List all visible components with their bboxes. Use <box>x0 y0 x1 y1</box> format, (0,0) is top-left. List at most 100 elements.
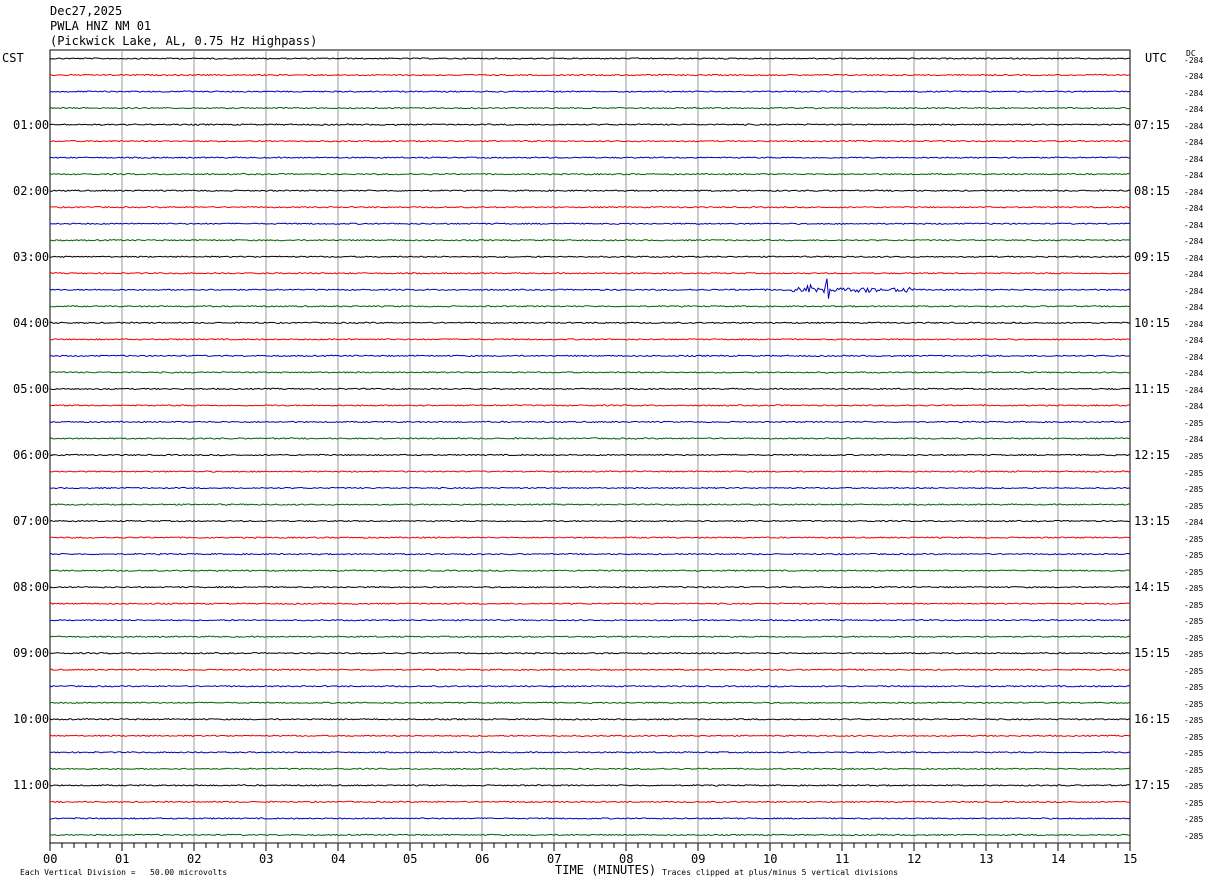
dc-offset-label: -285 <box>1184 831 1204 841</box>
x-tick-label: 04 <box>331 852 346 866</box>
dc-offset-label: -285 <box>1184 650 1204 660</box>
right-hour-label: 08:15 <box>1134 183 1171 198</box>
dc-offset-label: -285 <box>1184 418 1204 428</box>
seismic-trace <box>49 635 1131 639</box>
seismic-trace <box>49 734 1131 738</box>
x-tick-label: 05 <box>403 852 418 866</box>
dc-offset-label: -284 <box>1184 171 1204 181</box>
seismic-trace <box>49 585 1131 589</box>
seismic-trace <box>49 817 1131 820</box>
left-hour-label: 10:00 <box>13 712 50 727</box>
dc-offset-label: -284 <box>1184 402 1204 412</box>
dc-offset-label: -285 <box>1184 732 1204 742</box>
x-tick-label: 13 <box>979 852 994 866</box>
dc-offset-label: -285 <box>1184 683 1204 693</box>
seismic-trace <box>49 751 1131 754</box>
seismic-trace <box>49 222 1131 225</box>
right-hour-label: 12:15 <box>1134 447 1171 462</box>
seismic-trace <box>49 404 1130 407</box>
right-hour-label: 10:15 <box>1134 315 1171 330</box>
seismic-trace <box>49 800 1131 804</box>
seismic-trace <box>49 602 1131 605</box>
dc-offset-label: -285 <box>1184 485 1204 495</box>
seismic-trace <box>49 552 1131 556</box>
dc-offset-label: -285 <box>1184 716 1204 726</box>
x-axis-title: TIME (MINUTES) <box>555 863 657 877</box>
dc-offset-label: -284 <box>1184 204 1204 214</box>
right-hour-label: 14:15 <box>1134 580 1171 595</box>
seismic-trace <box>49 156 1131 159</box>
right-hour-label: 11:15 <box>1134 381 1171 396</box>
dc-offset-label: -285 <box>1184 633 1204 643</box>
dc-offset-label: -285 <box>1184 584 1204 594</box>
seismic-trace <box>49 668 1130 672</box>
dc-offset-label: -284 <box>1184 253 1204 263</box>
dc-offset-label: -284 <box>1184 518 1204 528</box>
seismic-trace <box>49 371 1131 374</box>
right-hour-label: 15:15 <box>1134 646 1171 661</box>
seismic-trace <box>49 684 1131 688</box>
dc-offset-label: -285 <box>1184 699 1204 709</box>
seismic-trace <box>49 470 1131 473</box>
x-tick-label: 00 <box>43 852 58 866</box>
seismic-trace <box>49 453 1131 457</box>
scale-note: Each Vertical Division = 50.00 microvolt… <box>20 868 228 877</box>
seismic-trace <box>49 73 1130 77</box>
seismic-trace <box>49 718 1131 721</box>
seismic-trace <box>49 784 1131 787</box>
dc-offset-label: -284 <box>1184 187 1204 197</box>
seismic-trace <box>49 536 1131 539</box>
seismic-trace <box>49 701 1131 705</box>
seismic-trace <box>49 338 1131 341</box>
left-hour-label: 04:00 <box>13 315 50 330</box>
x-tick-label: 01 <box>115 852 130 866</box>
left-hour-label: 03:00 <box>13 249 50 264</box>
right-timezone-label: UTC <box>1145 51 1167 65</box>
dc-offset-label: -284 <box>1184 435 1204 445</box>
right-hour-label: 13:15 <box>1134 514 1171 529</box>
right-hour-label: 16:15 <box>1134 712 1171 727</box>
x-tick-label: 06 <box>475 852 490 866</box>
dc-offset-label: -285 <box>1184 666 1204 676</box>
left-hour-label: 02:00 <box>13 183 50 198</box>
dc-offset-label: -285 <box>1184 798 1204 808</box>
dc-offset-label: -285 <box>1184 451 1204 461</box>
seismic-trace <box>49 321 1131 325</box>
dc-offset-label: -284 <box>1184 154 1204 164</box>
left-timezone-label: CST <box>2 51 24 65</box>
dc-offset-label: -285 <box>1184 600 1204 610</box>
dc-offset-label: -285 <box>1184 815 1204 825</box>
x-tick-label: 08 <box>619 852 634 866</box>
seismic-trace <box>49 519 1130 523</box>
dc-offset-header: DC <box>1186 49 1196 58</box>
dc-offset-label: -284 <box>1184 237 1204 247</box>
dc-offset-label: -284 <box>1184 303 1204 313</box>
seismic-trace <box>49 387 1131 391</box>
seismic-trace <box>49 651 1131 655</box>
dc-offset-label: -285 <box>1184 782 1204 792</box>
seismic-trace <box>49 172 1131 176</box>
dc-offset-label: -285 <box>1184 617 1204 627</box>
x-tick-label: 07 <box>547 852 562 866</box>
right-hour-label: 17:15 <box>1134 778 1171 793</box>
seismic-trace <box>49 437 1131 440</box>
dc-offset-label: -284 <box>1184 336 1204 346</box>
seismic-trace <box>49 420 1131 424</box>
dc-offset-label: -284 <box>1184 369 1204 379</box>
plot-frame <box>49 49 1131 844</box>
dc-offset-label: -284 <box>1184 121 1204 131</box>
left-hour-label: 11:00 <box>13 778 50 793</box>
seismic-trace <box>49 57 1131 60</box>
right-hour-label: 09:15 <box>1134 249 1171 264</box>
x-tick-label: 11 <box>835 852 850 866</box>
dc-offset-label: -284 <box>1184 270 1204 280</box>
dc-offset-label: -284 <box>1184 105 1204 115</box>
seismic-trace <box>49 618 1131 622</box>
seismic-trace <box>49 486 1131 490</box>
left-hour-label: 08:00 <box>13 580 50 595</box>
seismic-trace <box>49 569 1131 572</box>
dc-offset-label: -284 <box>1184 88 1204 98</box>
dc-offset-label: -284 <box>1184 72 1204 82</box>
left-hour-label: 07:00 <box>13 514 50 529</box>
